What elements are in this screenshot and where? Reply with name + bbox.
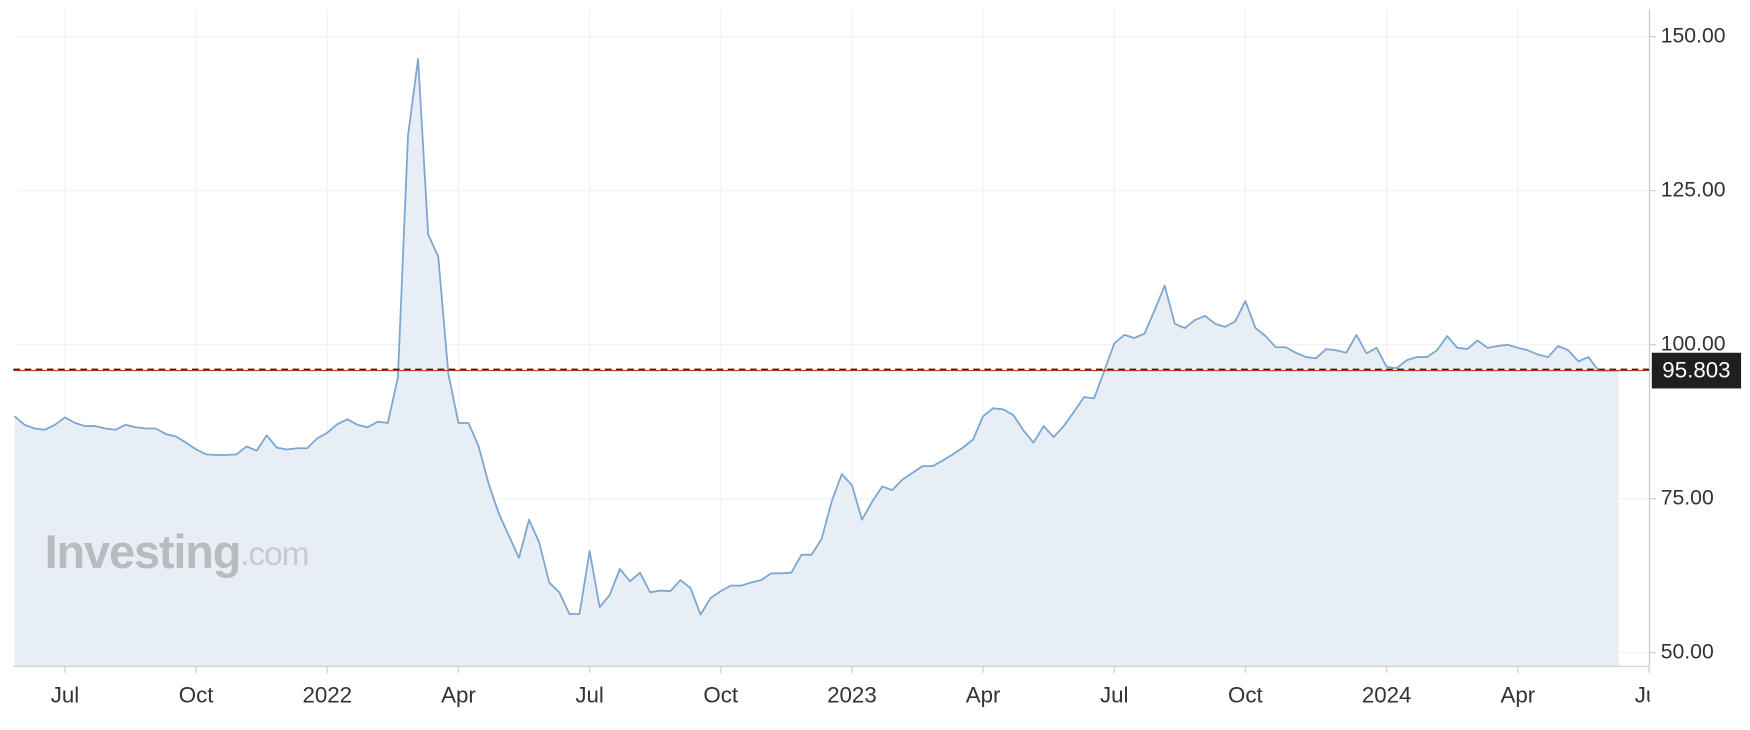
area (14, 58, 1619, 667)
watermark-brand: Investing (45, 526, 241, 578)
y-tick-label: 50.00 (1661, 640, 1714, 663)
last-price-box (1651, 352, 1742, 389)
x-tick-label: Apr (1500, 682, 1535, 707)
overlay: 95.803 (13, 352, 1742, 389)
y-tick-label: 150.00 (1661, 24, 1726, 47)
last-price-label: 95.803 (1662, 358, 1730, 383)
x-tick-label: Jul (1100, 682, 1129, 707)
x-tick-label: Jul (51, 682, 80, 707)
watermark-suffix: .com (240, 536, 308, 573)
y-tick-label: 100.00 (1661, 332, 1726, 355)
x-tick-label: Jul (575, 682, 604, 707)
x-tick-label: Apr (441, 682, 476, 707)
x-tick-label: Oct (703, 682, 739, 707)
y-tick-label: 125.00 (1661, 178, 1726, 201)
x-tick-label: 2024 (1362, 682, 1412, 707)
y-tick-label: 75.00 (1661, 486, 1714, 509)
marks (13, 57, 1619, 667)
x-tick-label: 2023 (827, 682, 877, 707)
x-tick-label: Oct (1228, 682, 1264, 707)
x-tick-label: 2022 (302, 682, 352, 707)
watermark: Investing.com (45, 526, 309, 578)
x-tick-label: Oct (179, 682, 215, 707)
x-tick-label: Apr (966, 682, 1001, 707)
x-tick-label: Jul (1635, 682, 1664, 707)
line (13, 57, 1619, 616)
x-axis-labels: Jul Oct 2022 Apr Jul Oct 2023 Apr Jul Oct 2024 Apr J… (51, 682, 1664, 707)
